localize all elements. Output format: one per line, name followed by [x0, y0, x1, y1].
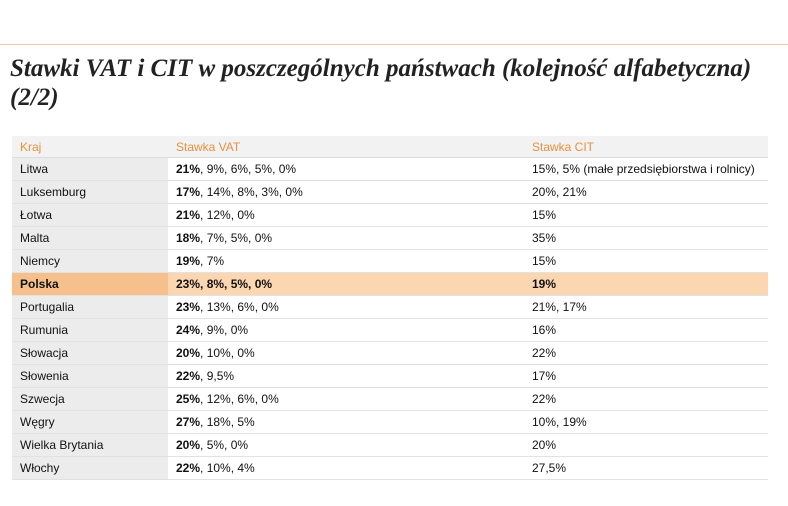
table-row: Niemcy 19%, 7% 15% — [12, 249, 768, 273]
country-cell: Niemcy — [12, 249, 168, 273]
table-row: Litwa 21%, 9%, 6%, 5%, 0% 15%, 5% (małe pr… — [12, 157, 768, 181]
vat-other-rates: , 10%, 4% — [200, 461, 255, 475]
cit-cell: 16% — [524, 318, 768, 342]
country-cell: Portugalia — [12, 295, 168, 319]
table-row: Luksemburg 17%, 14%, 8%, 3%, 0% 20%, 21% — [12, 180, 768, 204]
country-cell: Litwa — [12, 157, 168, 181]
vat-main-rate: 19% — [176, 254, 201, 268]
table-row: Polska 23%, 8%, 5%, 0% 19% — [12, 272, 768, 296]
country-cell: Węgry — [12, 410, 168, 434]
vat-cell: 21%, 12%, 0% — [168, 203, 524, 227]
vat-cell: 23%, 13%, 6%, 0% — [168, 295, 524, 319]
vat-cell: 25%, 12%, 6%, 0% — [168, 387, 524, 411]
table-row: Portugalia 23%, 13%, 6%, 0% 21%, 17% — [12, 295, 768, 319]
table-row: Węgry 27%, 18%, 5% 10%, 19% — [12, 410, 768, 434]
cit-cell: 21%, 17% — [524, 295, 768, 319]
country-cell: Polska — [12, 272, 168, 296]
cit-cell: 19% — [524, 272, 768, 296]
vat-cell: 18%, 7%, 5%, 0% — [168, 226, 524, 250]
column-header: Stawka CIT — [524, 136, 768, 158]
vat-main-rate: 20% — [176, 438, 201, 452]
vat-cell: 23%, 8%, 5%, 0% — [168, 272, 524, 296]
vat-cell: 17%, 14%, 8%, 3%, 0% — [168, 180, 524, 204]
vat-cell: 20%, 10%, 0% — [168, 341, 524, 365]
vat-cell: 19%, 7% — [168, 249, 524, 273]
vat-cell: 21%, 9%, 6%, 5%, 0% — [168, 157, 524, 181]
vat-cell: 27%, 18%, 5% — [168, 410, 524, 434]
vat-other-rates: , 12%, 6%, 0% — [200, 392, 279, 406]
cit-cell: 22% — [524, 341, 768, 365]
vat-other-rates: , 14%, 8%, 3%, 0% — [200, 185, 303, 199]
vat-main-rate: 20% — [176, 346, 201, 360]
vat-main-rate: 21% — [176, 208, 201, 222]
country-cell: Szwecja — [12, 387, 168, 411]
vat-cell: 20%, 5%, 0% — [168, 433, 524, 457]
cit-cell: 15% — [524, 249, 768, 273]
cit-cell: 15% — [524, 203, 768, 227]
vat-cell: 22%, 10%, 4% — [168, 456, 524, 480]
cit-cell: 15%, 5% (małe przedsiębiorstwa i rolnicy… — [524, 157, 768, 181]
header-row: Kraj Stawka VAT Stawka CIT — [12, 136, 768, 158]
country-cell: Włochy — [12, 456, 168, 480]
vat-main-rate: 23% — [176, 300, 201, 314]
vat-main-rate: 24% — [176, 323, 201, 337]
vat-other-rates: , 10%, 0% — [200, 346, 255, 360]
vat-other-rates: , 13%, 6%, 0% — [200, 300, 279, 314]
vat-main-rate: 25% — [176, 392, 201, 406]
rates-table: Kraj Stawka VAT Stawka CIT Litwa 21%, 9%, 6… — [12, 136, 768, 480]
table-row: Łotwa 21%, 12%, 0% 15% — [12, 203, 768, 227]
vat-other-rates: , 8%, 5%, 0% — [200, 277, 273, 291]
table-row: Szwecja 25%, 12%, 6%, 0% 22% — [12, 387, 768, 411]
table-body: Litwa 21%, 9%, 6%, 5%, 0% 15%, 5% (małe pr… — [12, 157, 768, 480]
vat-other-rates: , 18%, 5% — [200, 415, 255, 429]
country-cell: Rumunia — [12, 318, 168, 342]
table-row: Rumunia 24%, 9%, 0% 16% — [12, 318, 768, 342]
country-cell: Słowacja — [12, 341, 168, 365]
vat-main-rate: 18% — [176, 231, 201, 245]
top-rule — [0, 44, 788, 45]
cit-cell: 10%, 19% — [524, 410, 768, 434]
column-header: Stawka VAT — [168, 136, 524, 158]
country-cell: Malta — [12, 226, 168, 250]
vat-other-rates: , 9%, 6%, 5%, 0% — [200, 162, 297, 176]
vat-main-rate: 22% — [176, 369, 201, 383]
title: Stawki VAT i CIT w poszczególnych państw… — [10, 55, 752, 111]
vat-main-rate: 27% — [176, 415, 201, 429]
cit-cell: 35% — [524, 226, 768, 250]
cit-cell: 20%, 21% — [524, 180, 768, 204]
vat-other-rates: , 12%, 0% — [200, 208, 255, 222]
country-cell: Luksemburg — [12, 180, 168, 204]
country-cell: Łotwa — [12, 203, 168, 227]
column-header: Kraj — [12, 136, 168, 158]
vat-main-rate: 21% — [176, 162, 201, 176]
vat-cell: 22%, 9,5% — [168, 364, 524, 388]
vat-other-rates: , 7% — [200, 254, 225, 268]
table-row: Słowenia 22%, 9,5% 17% — [12, 364, 768, 388]
cit-cell: 27,5% — [524, 456, 768, 480]
table-row: Wielka Brytania 20%, 5%, 0% 20% — [12, 433, 768, 457]
vat-other-rates: , 7%, 5%, 0% — [200, 231, 273, 245]
vat-cell: 24%, 9%, 0% — [168, 318, 524, 342]
vat-main-rate: 23% — [176, 277, 201, 291]
table-row: Malta 18%, 7%, 5%, 0% 35% — [12, 226, 768, 250]
vat-other-rates: , 9%, 0% — [200, 323, 249, 337]
country-cell: Wielka Brytania — [12, 433, 168, 457]
cit-cell: 20% — [524, 433, 768, 457]
table-row: Włochy 22%, 10%, 4% 27,5% — [12, 456, 768, 480]
vat-other-rates: , 9,5% — [200, 369, 235, 383]
vat-main-rate: 22% — [176, 461, 201, 475]
cit-cell: 22% — [524, 387, 768, 411]
table-row: Słowacja 20%, 10%, 0% 22% — [12, 341, 768, 365]
vat-other-rates: , 5%, 0% — [200, 438, 249, 452]
cit-cell: 17% — [524, 364, 768, 388]
vat-main-rate: 17% — [176, 185, 201, 199]
country-cell: Słowenia — [12, 364, 168, 388]
